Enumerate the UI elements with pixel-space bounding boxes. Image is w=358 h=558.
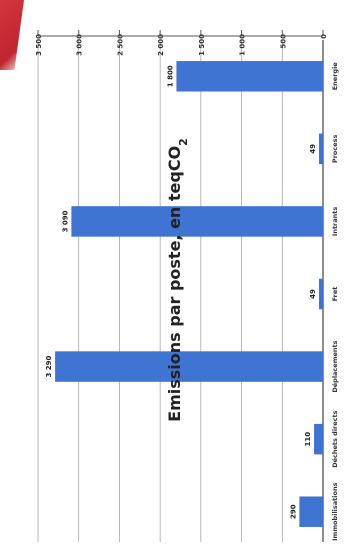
- bar: [319, 278, 323, 310]
- data-label: 49: [309, 144, 317, 154]
- data-label: 3 290: [45, 355, 53, 377]
- tick-label: 500: [279, 34, 287, 49]
- category-label: Déplacements: [331, 340, 339, 392]
- category-label: Process: [331, 135, 339, 164]
- tick-label: 1 500: [198, 34, 206, 56]
- tick-label: 3 000: [76, 34, 84, 56]
- data-label: 1 800: [166, 65, 174, 87]
- chart-title-subscript: 2: [177, 138, 190, 146]
- bar: [314, 423, 323, 455]
- data-label: 3 090: [61, 210, 69, 232]
- tick-label: 0: [320, 34, 328, 39]
- category-label: Fret: [331, 287, 339, 302]
- category-label: Déchets directs: [331, 410, 339, 467]
- tick-label: 2 000: [157, 34, 165, 56]
- data-label: 49: [309, 289, 317, 299]
- data-label: 290: [289, 504, 297, 519]
- category-label: Energie: [331, 62, 339, 91]
- bar: [319, 133, 323, 165]
- chart-title: Emissions par poste, en teqCO2: [165, 138, 190, 422]
- value-axis: 0 500 1 000 1 500 2 000 2 500 3 000 3 500: [35, 30, 328, 56]
- data-labels: 1 800 49 3 090 49 3 290 110 290: [45, 65, 317, 519]
- data-label: 110: [304, 432, 312, 447]
- category-axis: Energie Process Intrants Fret Déplacements Dé…: [331, 62, 339, 541]
- gridlines: [37, 40, 324, 542]
- bars: [55, 61, 323, 527]
- bar: [55, 351, 323, 382]
- bar: [299, 496, 323, 527]
- category-label: Intrants: [331, 207, 339, 236]
- category-label: Immobilisations: [331, 482, 339, 540]
- bar: [71, 206, 323, 237]
- tick-label: 3 500: [35, 34, 43, 56]
- tick-label: 1 000: [239, 34, 247, 56]
- bar: [176, 61, 323, 92]
- tick-label: 2 500: [116, 34, 124, 56]
- chart-title-main: Emissions par poste, en teqCO: [165, 146, 184, 422]
